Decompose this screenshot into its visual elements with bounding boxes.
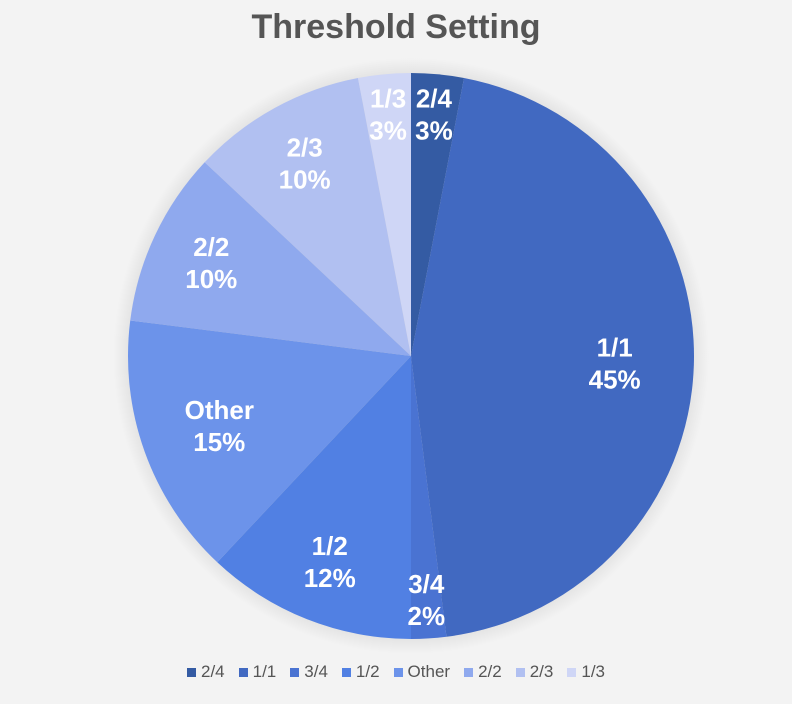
slice-percent-1-3: 3%	[369, 116, 407, 146]
slice-percent-other: 15%	[193, 427, 245, 457]
slice-percent-2-4: 3%	[415, 116, 453, 146]
legend-swatch-1-2	[341, 667, 351, 677]
slice-percent-3-4: 2%	[407, 601, 445, 631]
legend-item-other: Other	[393, 662, 451, 682]
legend-label-3-4: 3/4	[304, 662, 328, 681]
pie-slice-2-4	[411, 73, 465, 356]
slice-label-other: Other 15%	[185, 395, 254, 457]
slice-label-2-4: 2/4 3%	[415, 84, 453, 146]
slice-label-2-3: 2/3 10%	[279, 133, 331, 195]
slice-category-1-2: 1/2	[312, 531, 348, 561]
legend-item-2-3: 2/3	[515, 662, 554, 682]
slice-label-2-2: 2/2 10%	[185, 232, 237, 294]
slice-label-1-1: 1/1 45%	[589, 332, 641, 394]
pie-slice-1-3	[357, 73, 411, 356]
pie-slice-other	[127, 320, 411, 563]
legend-item-2-4: 2/4	[186, 662, 225, 682]
legend-label-2-4: 2/4	[200, 662, 225, 681]
legend-swatch-1-1	[238, 667, 248, 677]
legend-item-1-2: 1/2	[341, 662, 380, 682]
legend-swatch-3-4	[290, 667, 300, 677]
legend-label-1-1: 1/1	[252, 662, 277, 681]
legend-swatch-1-3	[567, 667, 577, 677]
slice-label-1-3: 1/3 3%	[369, 84, 407, 146]
legend-item-1-1: 1/1	[238, 662, 277, 682]
legend-swatch-2-2	[464, 667, 474, 677]
slice-category-3-4: 3/4	[408, 569, 445, 599]
legend-label-2-3: 2/3	[529, 662, 554, 681]
slice-category-1-1: 1/1	[597, 332, 633, 362]
slice-category-2-3: 2/3	[287, 133, 323, 163]
legend-label-1-3: 1/3	[581, 662, 605, 681]
slice-category-2-2: 2/2	[193, 232, 229, 262]
slice-label-3-4: 3/4 2%	[407, 569, 445, 631]
pie-slice-1-1	[411, 78, 694, 637]
pie-slice-2-2	[130, 162, 411, 356]
legend-swatch-2-3	[515, 667, 525, 677]
pie-slices	[127, 73, 694, 639]
slice-percent-1-2: 12%	[304, 563, 356, 593]
pie-slice-2-3	[204, 78, 411, 357]
legend-item-1-3: 1/3	[567, 662, 605, 682]
legend-item-3-4: 3/4	[290, 662, 328, 682]
legend-item-2-2: 2/2	[464, 662, 502, 682]
legend-swatch-2-4	[186, 667, 196, 677]
pie-slice-3-4	[411, 356, 447, 639]
pie-labels: 2/4 3%1/1 45%3/4 2%1/2 12%Other 15%2/2 10%2/3 1…	[185, 84, 641, 631]
slice-percent-1-1: 45%	[589, 364, 641, 394]
slice-category-other: Other	[185, 395, 254, 425]
legend-label-1-2: 1/2	[355, 662, 380, 681]
slice-category-1-3: 1/3	[370, 84, 406, 114]
slice-percent-2-3: 10%	[279, 165, 331, 195]
slice-percent-2-2: 10%	[185, 264, 237, 294]
slice-category-2-4: 2/4	[416, 84, 453, 114]
slice-label-1-2: 1/2 12%	[304, 531, 356, 593]
chart-title: Threshold Setting	[251, 8, 541, 46]
pie-slice-1-2	[217, 356, 411, 639]
legend-swatch-other	[393, 667, 403, 677]
chart-legend: 2/4 1/1 3/4 1/2 Other 2/2 2/3 1/3	[0, 662, 792, 682]
legend-label-2-2: 2/2	[478, 662, 502, 681]
legend-label-other: Other	[407, 662, 451, 681]
